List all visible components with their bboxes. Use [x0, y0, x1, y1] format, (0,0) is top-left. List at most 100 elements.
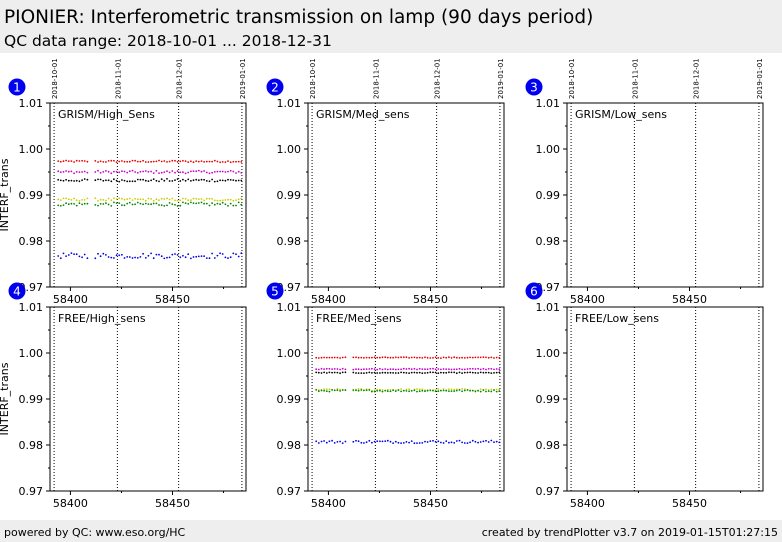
- panel-5-point-magenta: [405, 368, 408, 370]
- panel-1-point-black: [73, 180, 75, 182]
- panel-1-point-red: [235, 160, 237, 163]
- panel-1-point-green: [208, 204, 211, 207]
- panel-1-point-blue: [75, 253, 78, 256]
- panel-5-point-green: [482, 389, 485, 391]
- panel-5-point-blue: [416, 442, 418, 444]
- panel-1-point-yellow: [211, 198, 214, 200]
- panel-1-point-magenta: [227, 170, 229, 173]
- panel-5-point-blue: [373, 440, 376, 443]
- panel-1-point-blue: [205, 257, 208, 259]
- panel-5: 1.01 1.00 0.99 0.98 0.97 58400 58450 FREE/Med_s…: [266, 282, 505, 510]
- panel-5-point-black: [410, 371, 413, 374]
- panel-5-point-green: [469, 389, 471, 392]
- panel-1-point-magenta: [110, 172, 113, 175]
- panel-1-point-magenta: [70, 170, 73, 173]
- panel-5-point-magenta: [333, 368, 336, 370]
- panel-2-label: GRISM/Med_sens: [316, 108, 410, 121]
- panel-5-point-black: [371, 372, 373, 374]
- panel-1-point-blue: [200, 255, 203, 257]
- panel-1-point-green: [139, 202, 142, 205]
- panel-5-point-magenta: [477, 367, 479, 370]
- panel-5-point-black: [469, 371, 471, 374]
- panel-4-ytick-label-4: 0.97: [19, 485, 44, 498]
- panel-5-point-red: [368, 356, 371, 359]
- panel-1-point-black: [211, 178, 214, 181]
- panel-1-point-blue: [147, 254, 150, 257]
- panel-5-point-red: [381, 356, 384, 359]
- panel-1-point-magenta: [216, 170, 219, 173]
- panel-5-point-blue: [402, 442, 405, 444]
- panel-5-point-blue: [365, 441, 368, 444]
- panel-1-point-green: [102, 203, 105, 205]
- panel-1-point-green: [203, 202, 206, 205]
- panel-5-point-green: [442, 389, 445, 392]
- panel-5-point-green: [474, 390, 477, 393]
- panel-1-point-magenta: [171, 170, 174, 172]
- panel-4-ytick-label-3: 0.98: [19, 439, 44, 452]
- panel-1-point-red: [197, 160, 200, 163]
- panel-1-point-red: [166, 161, 168, 163]
- panel-5-point-black: [323, 371, 325, 374]
- panel-5-point-magenta: [437, 368, 440, 370]
- panel-1-point-red: [128, 160, 131, 163]
- panel-1-point-black: [123, 179, 126, 182]
- panel-1-point-black: [115, 179, 118, 182]
- panel-5-point-green: [373, 390, 376, 393]
- panel-5-point-green: [466, 389, 469, 391]
- panel-1-point-green: [197, 202, 200, 204]
- panel-1-point-blue: [121, 253, 123, 256]
- panel-5-point-yellow: [339, 388, 341, 391]
- panel-5-badge-number: 5: [271, 285, 279, 299]
- panel-1-point-red: [205, 160, 208, 163]
- panel-1-point-magenta: [78, 171, 81, 174]
- panel-5-point-green: [498, 390, 501, 392]
- panel-5-point-black: [341, 371, 344, 374]
- panel-1-badge-number: 1: [13, 81, 21, 95]
- panel-5-point-green: [363, 389, 365, 392]
- panel-1-point-green: [131, 203, 134, 206]
- panel-5-point-magenta: [397, 368, 400, 371]
- panel-5-point-black: [440, 371, 442, 374]
- panel-1-point-yellow: [115, 198, 118, 200]
- panel-1-point-magenta: [113, 170, 115, 173]
- panel-5-point-blue: [471, 439, 474, 442]
- panel-1-point-black: [166, 178, 168, 180]
- panel-1-point-magenta: [123, 170, 126, 173]
- panel-5-point-blue: [410, 440, 413, 442]
- panel-1-point-green: [147, 203, 150, 206]
- panel-5-point-green: [357, 389, 360, 392]
- panel-1-point-magenta: [152, 172, 155, 175]
- panel-1-point-magenta: [83, 170, 86, 173]
- panel-1-point-red: [152, 160, 155, 163]
- panel-5-point-blue: [440, 441, 442, 444]
- panel-6-ytick-label-3: 0.98: [536, 439, 561, 452]
- panel-5-point-magenta: [357, 368, 360, 371]
- panel-1-point-black: [102, 179, 105, 182]
- panel-5-point-green: [461, 390, 463, 393]
- panel-1-point-green: [136, 201, 139, 204]
- panel-1-point-blue: [105, 254, 107, 256]
- panel-5-point-green: [320, 389, 323, 392]
- panel-1-point-black: [99, 178, 102, 181]
- panel-1-point-magenta: [142, 170, 145, 173]
- panel-5-point-green: [410, 390, 413, 392]
- panel-5-point-red: [360, 356, 363, 359]
- panel-4-badge: [8, 282, 26, 300]
- panel-1-point-black: [195, 178, 198, 181]
- panel-1-point-magenta: [192, 170, 195, 173]
- panel-5-point-red: [365, 356, 368, 359]
- panel-6-badge: [525, 282, 543, 300]
- panel-1-point-blue: [81, 256, 83, 259]
- panel-1-point-yellow: [62, 197, 65, 200]
- panel-1-point-yellow: [139, 198, 142, 201]
- panel-5-point-black: [344, 371, 347, 374]
- panel-6-ytick-label-4: 0.97: [536, 485, 561, 498]
- panel-5-point-yellow: [485, 388, 487, 391]
- panel-1-point-black: [240, 179, 243, 182]
- panel-5-point-yellow: [463, 388, 466, 390]
- panel-1-point-yellow: [174, 199, 176, 202]
- panel-5-point-red: [405, 356, 408, 359]
- panel-1-point-blue: [195, 255, 198, 258]
- panel-1-point-red: [131, 159, 134, 162]
- panel-1-point-yellow: [97, 200, 99, 202]
